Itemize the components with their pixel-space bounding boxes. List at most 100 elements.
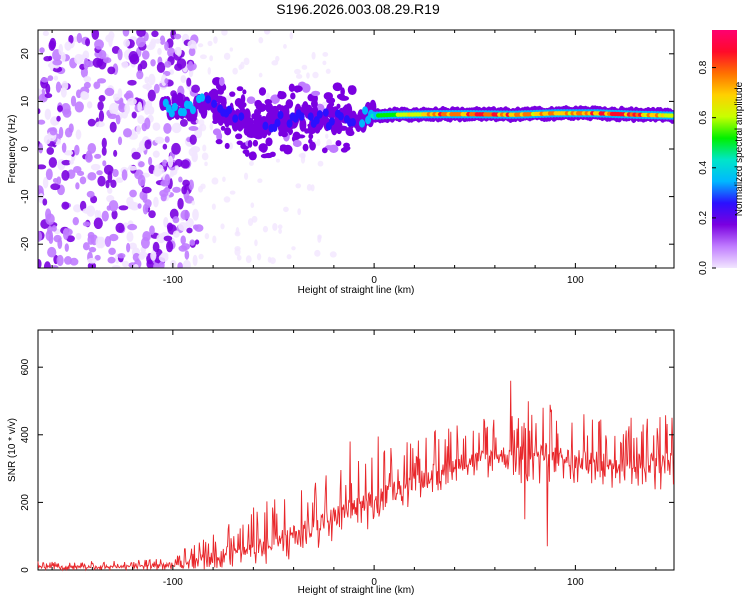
spectrogram-noise-cell: [61, 159, 72, 166]
spectrogram-noise-cell: [104, 87, 115, 97]
spectrogram-cell: [247, 139, 253, 148]
spectrogram-noise-cell: [178, 222, 188, 231]
spectrogram-noise-cell: [152, 241, 160, 253]
spectrogram-noise-cell: [269, 257, 276, 265]
spectrogram-noise-cell: [142, 230, 151, 242]
spectrogram-cell: [265, 137, 273, 147]
spectrogram-cell: [258, 87, 267, 96]
spectrogram-noise-cell: [148, 156, 153, 166]
spectrogram-xtick-label: -100: [163, 275, 183, 286]
spectrogram-noise-cell: [131, 151, 141, 160]
spectrogram-noise-cell: [115, 114, 121, 125]
spectrogram-noise-cell: [164, 41, 169, 51]
spectrogram-noise-cell: [51, 225, 57, 232]
spectrogram-noise-cell: [137, 174, 146, 187]
spectrogram-cell: [229, 91, 236, 97]
spectrogram-noise-cell: [102, 160, 107, 167]
spectrogram-cell: [292, 139, 302, 148]
snr-frame: [37, 329, 675, 571]
spectrogram-noise-cell: [75, 232, 82, 240]
spectrogram-noise-cell: [98, 110, 105, 122]
spectrogram-cell: [259, 143, 268, 153]
spectrogram-noise-cell: [98, 94, 106, 102]
spectrogram-noise-cell: [49, 37, 57, 50]
spectrogram-noise-cell: [197, 185, 204, 193]
snr-series-line: [37, 380, 674, 572]
spectrogram-noise-cell: [202, 144, 207, 152]
spectrogram-cell: [295, 134, 306, 139]
spectrogram-noise-cell: [87, 172, 97, 181]
spectrogram-noise-cell: [70, 95, 77, 107]
spectrogram-noise-cell: [283, 206, 289, 213]
spectrogram-xtick-label: 0: [371, 275, 377, 286]
spectrogram-noise-cell: [173, 33, 182, 40]
spectrogram-noise-cell: [49, 127, 58, 136]
spectrogram-noise-cell: [94, 209, 100, 220]
colorbar-tick-label: 0.2: [698, 211, 709, 225]
spectrogram-noise-cell: [291, 246, 296, 251]
spectrogram-noise-cell: [61, 170, 70, 181]
snr-panel: -100 0 100 0 200 400 600 Height of straight li…: [7, 329, 675, 596]
spectrogram-cell: [242, 149, 249, 154]
spectrogram-noise-cell: [180, 159, 190, 169]
snr-ylabel: SNR (10 * v/v): [7, 418, 18, 482]
spectrogram-noise-cell: [107, 113, 118, 120]
spectrogram-noise-cell: [87, 118, 96, 127]
spectrogram-noise-cell: [232, 67, 238, 75]
spectrogram-noise-cell: [115, 222, 125, 234]
spectrogram-noise-cell: [76, 170, 85, 177]
spectrogram-noise-cell: [55, 81, 62, 93]
spectrogram-noise-cell: [62, 108, 72, 118]
spectrogram-noise-cell: [50, 183, 61, 191]
spectrogram-noise-cell: [131, 111, 137, 119]
spectrogram-noise-cell: [94, 39, 104, 50]
spectrogram-noise-cell: [188, 179, 194, 191]
spectrogram-noise-cell: [186, 77, 192, 87]
spectrogram-noise-cell: [129, 53, 140, 65]
spectrogram-noise-cell: [137, 101, 143, 112]
spectrogram-noise-cell: [69, 159, 74, 165]
spectrogram-xlabel: Height of straight line (km): [298, 285, 415, 296]
spectrogram-noise-cell: [156, 61, 166, 73]
spectrogram-noise-cell: [38, 258, 42, 268]
spectrogram-cell: [242, 89, 247, 95]
spectrogram-noise-cell: [177, 262, 183, 268]
spectrogram-noise-cell: [234, 247, 241, 256]
spectrogram-noise-cell: [179, 119, 188, 127]
spectrogram-noise-cell: [58, 126, 64, 139]
spectrogram-ridge-cell: [316, 110, 323, 119]
snr-xtick-label: -100: [163, 577, 183, 588]
snr-ytick-label: 400: [20, 426, 31, 443]
spectrogram-noise-cell: [151, 30, 159, 38]
spectrogram-noise-cell: [178, 176, 183, 183]
spectrogram-ridge-cell: [337, 112, 344, 121]
spectrogram-ridge-cell: [362, 106, 369, 115]
spectrogram-noise-cell: [172, 186, 181, 193]
spectrogram-noise-cell: [84, 153, 93, 163]
spectrogram-noise-cell: [137, 203, 142, 209]
spectrogram-noise-cell: [101, 210, 109, 222]
spectrogram-noise-cell: [294, 68, 301, 75]
spectrogram-noise-cell: [185, 217, 194, 228]
spectrogram-noise-cell: [297, 208, 302, 216]
spectrogram-noise-cell: [177, 197, 184, 210]
spectrogram-noise-cell: [181, 185, 187, 195]
spectrogram-noise-cell: [174, 46, 182, 56]
spectrogram-noise-cell: [180, 235, 186, 245]
spectrogram-noise-cell: [195, 119, 201, 125]
spectrogram-noise-cell: [209, 122, 214, 131]
spectrogram-noise-cell: [163, 216, 169, 228]
spectrogram-noise-cell: [108, 247, 116, 256]
spectrogram-noise-cell: [229, 47, 234, 52]
spectrogram-noise-cell: [52, 59, 63, 66]
spectrogram-noise-cell: [314, 249, 321, 257]
spectrogram-noise-cell: [122, 30, 130, 37]
spectrogram-noise-cell: [109, 121, 117, 133]
spectrogram-noise-cell: [295, 73, 303, 79]
spectrogram-noise-cell: [87, 142, 97, 154]
spectrogram-noise-cell: [221, 30, 228, 36]
spectrogram-noise-cell: [56, 254, 64, 267]
spectrogram-noise-cell: [191, 84, 201, 94]
spectrogram-noise-cell: [245, 255, 252, 264]
